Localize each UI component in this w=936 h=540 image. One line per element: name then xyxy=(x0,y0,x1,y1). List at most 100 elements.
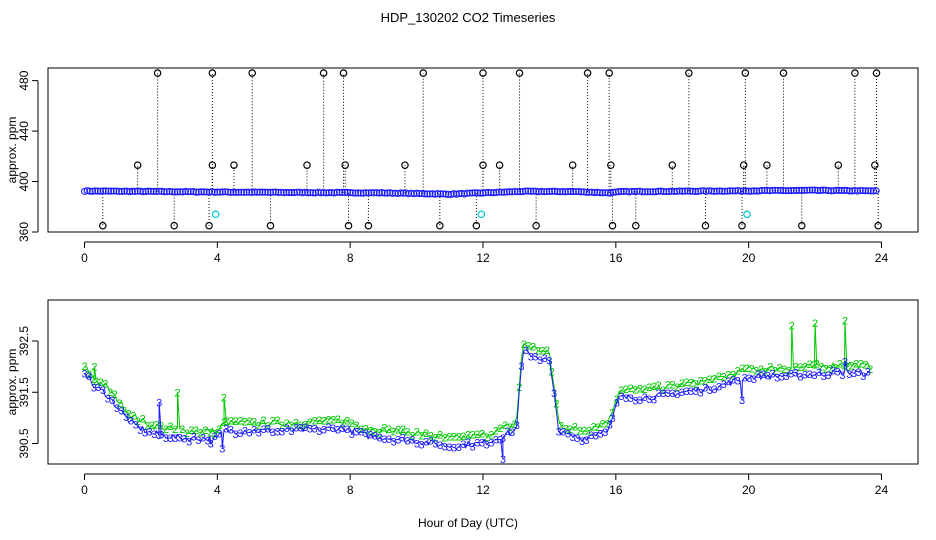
top-baseline-point xyxy=(686,187,694,195)
top-baseline-point xyxy=(365,189,373,197)
bottom-y-tick-label: 390.5 xyxy=(17,428,31,458)
top-baseline-point xyxy=(729,187,737,195)
bottom-point-2: 2 xyxy=(586,425,592,437)
bottom-point-2: 2 xyxy=(179,424,185,436)
top-outlier-point xyxy=(583,69,592,77)
chart-title: HDP_130202 CO2 Timeseries xyxy=(381,10,556,25)
top-baseline-point xyxy=(476,189,484,197)
bottom-point-3: 3 xyxy=(711,384,717,396)
top-baseline-point xyxy=(657,187,665,195)
top-outlier-point xyxy=(851,69,859,77)
top-baseline-point xyxy=(545,187,553,196)
top-baseline-point xyxy=(227,188,235,196)
top-baseline-point xyxy=(421,190,429,198)
bottom-point-3: 3 xyxy=(498,435,504,447)
top-baseline-point xyxy=(378,189,386,197)
bottom-point-3: 3 xyxy=(386,434,392,446)
bottom-point-2: 2 xyxy=(789,321,795,333)
bottom-point-3: 3 xyxy=(200,433,206,445)
bottom-point-2: 2 xyxy=(730,369,736,381)
bottom-point-2: 2 xyxy=(772,366,778,378)
top-baseline-point xyxy=(869,187,878,195)
bottom-point-2: 2 xyxy=(688,378,694,390)
top-baseline-point xyxy=(213,188,221,196)
top-baseline-point xyxy=(803,186,811,194)
bottom-point-3: 3 xyxy=(751,374,757,386)
bottom-point-2: 2 xyxy=(288,420,294,432)
top-baseline-point xyxy=(158,187,166,195)
bottom-point-3: 3 xyxy=(765,371,771,383)
bottom-point-3: 3 xyxy=(172,433,178,445)
top-baseline-point xyxy=(776,186,785,195)
top-baseline-point xyxy=(543,187,551,196)
top-baseline-point xyxy=(529,187,538,195)
top-baseline-point xyxy=(155,187,163,195)
bottom-point-3: 3 xyxy=(353,426,359,438)
bottom-point-2: 2 xyxy=(776,362,782,374)
top-outlier-point xyxy=(205,221,213,230)
bottom-plot-frame xyxy=(47,299,919,465)
bottom-point-2: 2 xyxy=(409,431,415,443)
top-baseline-point xyxy=(774,186,782,194)
top-baseline-point xyxy=(466,189,474,197)
bottom-point-3: 3 xyxy=(637,395,643,407)
top-baseline-point xyxy=(120,187,128,195)
bottom-point-3: 3 xyxy=(442,442,448,454)
bottom-point-2: 2 xyxy=(81,361,87,373)
bottom-point-3: 3 xyxy=(670,388,676,400)
bottom-point-3: 3 xyxy=(484,439,490,451)
bottom-point-3: 3 xyxy=(651,394,657,406)
bottom-point-3: 3 xyxy=(358,427,364,439)
bottom-point-2: 2 xyxy=(237,416,243,428)
bottom-point-2: 2 xyxy=(149,420,155,432)
top-outlier-point xyxy=(872,69,881,77)
bottom-point-2: 2 xyxy=(493,425,499,437)
bottom-point-2: 2 xyxy=(251,417,257,429)
bottom-point-3: 3 xyxy=(437,440,443,452)
bottom-point-3: 3 xyxy=(811,370,817,382)
bottom-series-group: 2222222222222222222222222222222222222222… xyxy=(81,316,873,466)
top-baseline-point xyxy=(192,188,200,196)
bottom-point-3: 3 xyxy=(560,426,566,438)
top-baseline-point xyxy=(272,188,280,196)
top-baseline-point xyxy=(856,186,864,195)
top-baseline-point xyxy=(179,188,187,196)
top-baseline-point xyxy=(707,187,716,195)
bottom-point-2: 2 xyxy=(298,420,304,432)
top-baseline-point xyxy=(819,186,827,194)
top-outlier-point xyxy=(208,161,217,169)
top-baseline-point xyxy=(490,189,498,197)
bottom-point-3: 3 xyxy=(142,427,148,439)
bottom-point-3: 3 xyxy=(556,427,562,439)
bottom-point-3: 3 xyxy=(597,428,603,440)
top-baseline-point xyxy=(455,190,463,198)
top-baseline-point xyxy=(832,186,840,194)
bottom-point-2: 2 xyxy=(284,418,290,430)
top-baseline-point xyxy=(107,187,115,195)
top-outlier-point xyxy=(515,69,524,77)
bottom-point-3: 3 xyxy=(363,428,369,440)
top-baseline-point xyxy=(761,186,769,195)
top-baseline-point xyxy=(261,188,269,196)
top-baseline-point xyxy=(601,189,609,197)
bottom-point-2: 2 xyxy=(498,423,504,435)
top-baseline-point xyxy=(184,188,192,196)
top-baseline-point xyxy=(662,188,670,196)
top-baseline-point xyxy=(641,188,649,196)
bottom-point-3: 3 xyxy=(821,371,827,383)
bottom-point-2: 2 xyxy=(577,426,583,438)
bottom-point-2: 2 xyxy=(632,385,638,397)
bottom-point-3: 3 xyxy=(505,426,511,438)
top-baseline-point xyxy=(232,188,240,196)
top-baseline-point xyxy=(144,187,152,195)
bottom-point-2: 2 xyxy=(697,375,703,387)
top-baseline-point xyxy=(468,189,476,197)
top-baseline-point xyxy=(160,188,168,196)
bottom-point-2: 2 xyxy=(618,385,624,397)
bottom-point-3: 3 xyxy=(156,430,162,442)
top-baseline-point xyxy=(357,189,365,197)
bottom-panel: 2222222222222222222222222222222222222222… xyxy=(5,299,919,497)
top-outlier-point xyxy=(797,221,806,230)
bottom-point-3: 3 xyxy=(256,427,262,439)
top-baseline-point xyxy=(588,188,596,196)
